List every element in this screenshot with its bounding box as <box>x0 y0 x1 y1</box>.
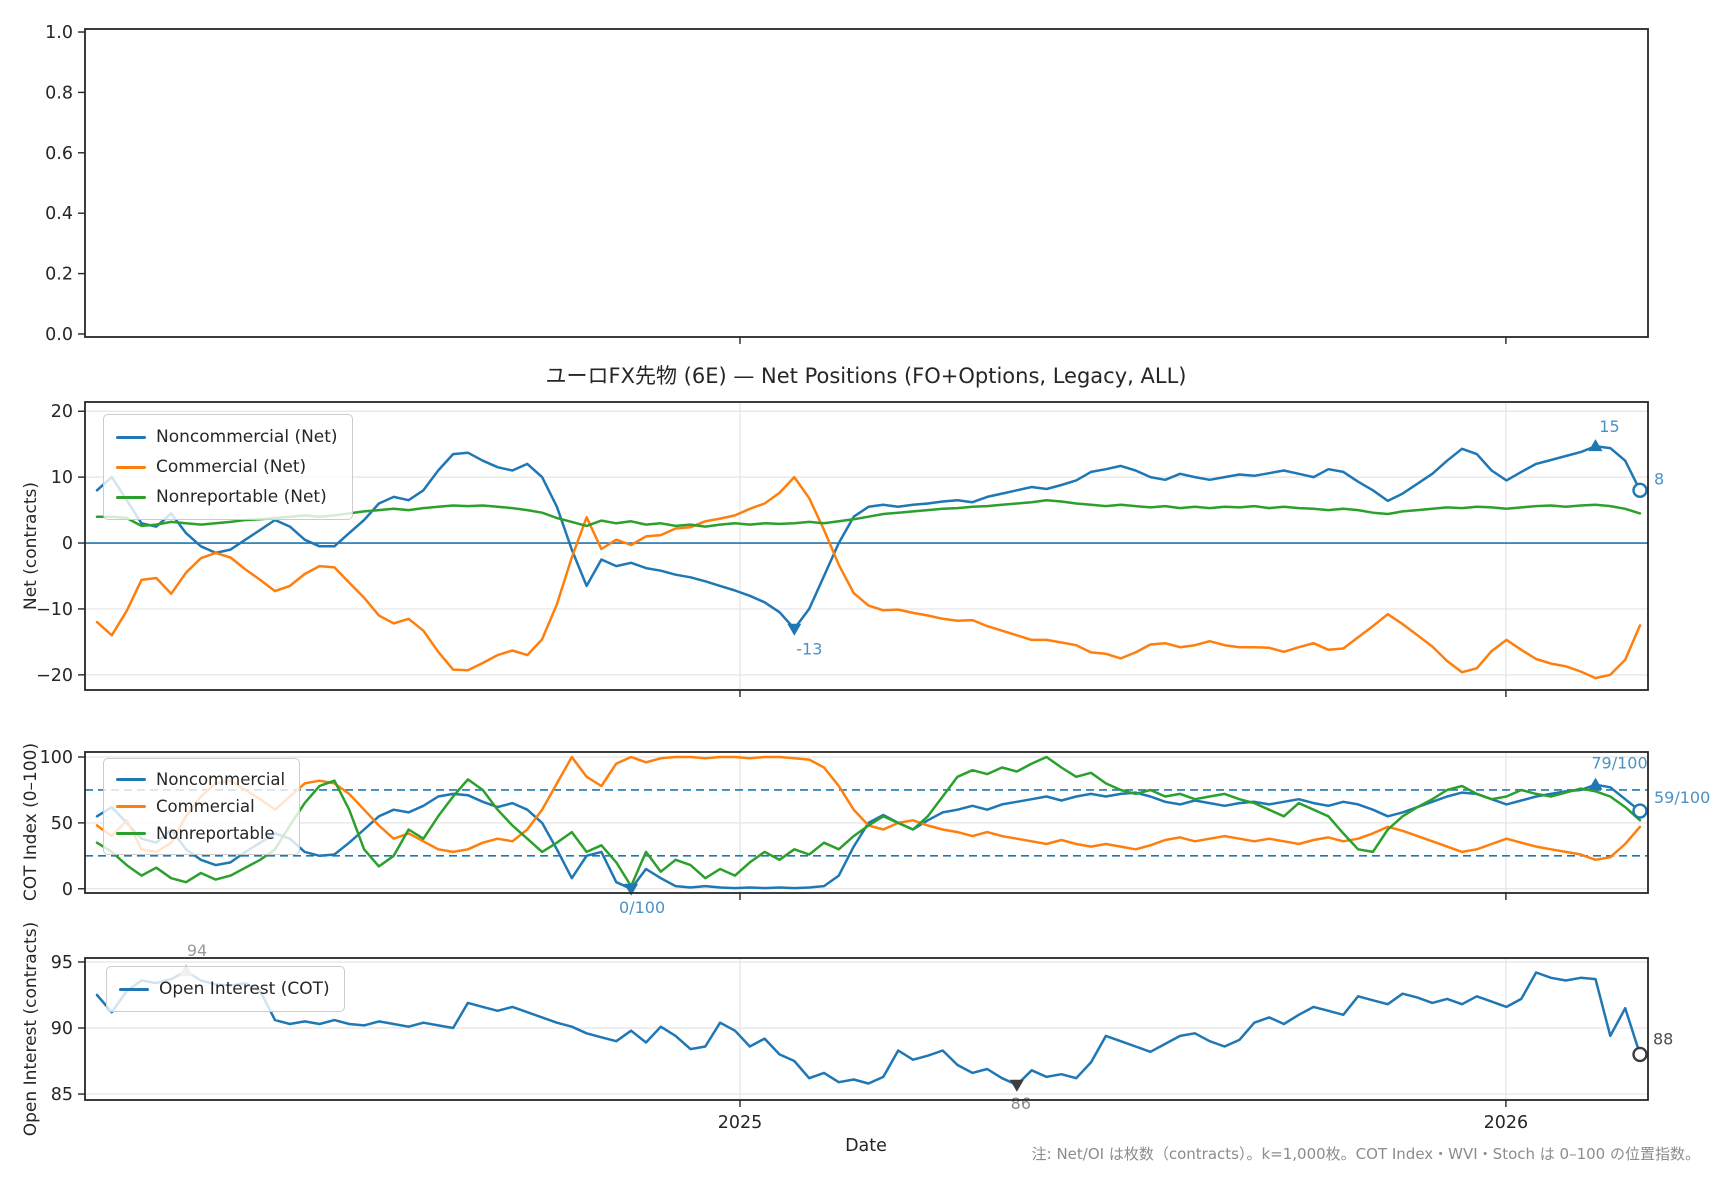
series-line-noncommercial <box>95 783 1642 891</box>
y-tick-label: 0.6 <box>45 144 73 164</box>
annotation-8: 8 <box>1654 469 1664 488</box>
legend-label: Noncommercial <box>156 770 286 789</box>
marker-triangle-up-icon <box>1588 439 1603 452</box>
axes-spine <box>84 401 1649 691</box>
legend-swatch-noncommercial <box>116 435 146 439</box>
annotation-0-100: 0/100 <box>619 898 665 917</box>
x-tick-label-2025: 2025 <box>718 1113 763 1133</box>
annotation-15: 15 <box>1599 417 1619 436</box>
legend-swatch-commercial <box>116 465 146 469</box>
marker-triangle-down-icon <box>787 623 802 636</box>
annotation-79-100: 79/100 <box>1591 754 1647 773</box>
x-axis-label: Date <box>845 1136 887 1156</box>
series-line-commercial <box>95 755 1642 862</box>
y-tick-label: 100 <box>40 748 73 768</box>
y-tick-label: 50 <box>51 814 73 834</box>
legend-swatch-nonreportable <box>116 495 146 499</box>
series-line-nonreportable <box>95 755 1642 888</box>
y-tick-label: 1.0 <box>45 23 73 43</box>
legend-swatch-open-interest <box>119 987 149 991</box>
x-tick-label-2026: 2026 <box>1484 1113 1529 1133</box>
series-line-commercial-net- <box>95 475 1642 680</box>
series-line-noncommercial-net- <box>95 444 1642 630</box>
legend-swatch-nonreportable <box>116 832 146 835</box>
chart-title: ユーロFX先物 (6E) — Net Positions (FO+Options… <box>545 364 1187 388</box>
y-tick-label: 0.4 <box>45 204 73 224</box>
marker-triangle-down-icon <box>1009 1079 1024 1092</box>
y-tick-label: 0.2 <box>45 265 73 285</box>
legend-label: Noncommercial (Net) <box>156 427 338 447</box>
y-axis-label-open-interest: Open Interest (contracts) <box>21 921 41 1137</box>
legend-item: Nonreportable <box>114 820 285 847</box>
annotation-94: 94 <box>187 941 207 960</box>
marker-circle-open-icon <box>1632 803 1648 819</box>
annotation--13: -13 <box>796 640 822 659</box>
y-tick-label: 90 <box>51 1019 73 1039</box>
legend-item: Commercial (Net) <box>114 452 338 482</box>
y-tick-label: 0 <box>62 534 73 554</box>
legend-item: Noncommercial <box>114 766 285 793</box>
legend-item: Noncommercial (Net) <box>114 422 338 452</box>
legend-net-positions: Noncommercial (Net) Commercial (Net) Non… <box>103 414 353 520</box>
y-tick-label: 95 <box>51 953 73 973</box>
legend-label: Commercial (Net) <box>156 457 307 477</box>
legend-cot-index: Noncommercial Commercial Nonreportable <box>103 758 301 855</box>
footnote: 注: Net/OI は枚数（contracts）。k=1,000枚。COT In… <box>1031 1145 1700 1163</box>
legend-open-interest: Open Interest (COT) <box>106 966 345 1012</box>
annotation-59-100: 59/100 <box>1654 788 1710 807</box>
series-line-nonreportable-net- <box>95 498 1642 528</box>
marker-triangle-down-icon <box>624 883 639 896</box>
y-tick-label: −20 <box>36 666 73 686</box>
annotation-86: 86 <box>1011 1094 1031 1113</box>
y-tick-label: 0.0 <box>45 325 73 345</box>
legend-item: Nonreportable (Net) <box>114 482 338 512</box>
marker-circle-open-icon <box>1632 1046 1648 1063</box>
legend-swatch-noncommercial <box>116 778 146 781</box>
legend-label: Open Interest (COT) <box>159 979 330 999</box>
axes-spine <box>84 28 1649 338</box>
legend-label: Nonreportable <box>156 824 275 843</box>
y-tick-label: 0.8 <box>45 83 73 103</box>
legend-item: Commercial <box>114 793 285 820</box>
legend-item: Open Interest (COT) <box>117 974 330 1004</box>
y-tick-label: 20 <box>51 402 73 422</box>
y-tick-label: −10 <box>36 600 73 620</box>
legend-label: Commercial <box>156 797 255 816</box>
axes-spine <box>84 957 1649 1101</box>
marker-circle-open-icon <box>1632 482 1648 499</box>
legend-swatch-commercial <box>116 805 146 808</box>
annotation-88: 88 <box>1653 1029 1673 1048</box>
series-line-open-interest-cot- <box>95 969 1642 1087</box>
marker-triangle-up-icon <box>1588 777 1603 790</box>
legend-label: Nonreportable (Net) <box>156 487 327 507</box>
y-tick-label: 10 <box>51 468 73 488</box>
y-tick-label: 0 <box>62 880 73 900</box>
y-tick-label: 85 <box>51 1085 73 1105</box>
